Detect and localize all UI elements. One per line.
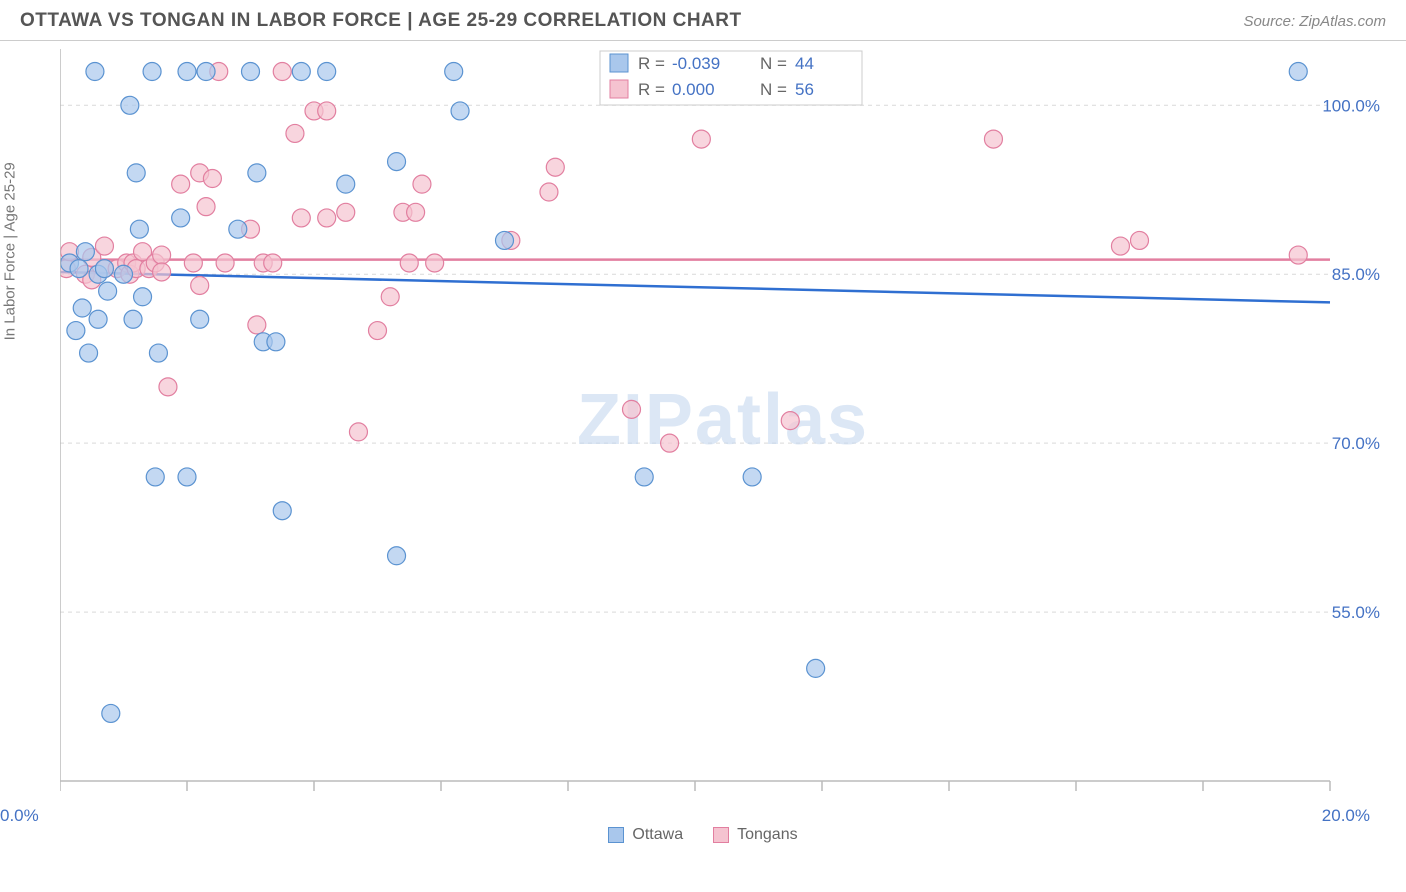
x-tick-label: 0.0% [0,806,39,826]
svg-text:ZIPatlas: ZIPatlas [577,380,869,460]
svg-text:44: 44 [795,54,814,73]
x-tick-label: 20.0% [1322,806,1370,826]
svg-text:N =: N = [760,54,787,73]
svg-text:85.0%: 85.0% [1332,265,1380,284]
chart-source: Source: ZipAtlas.com [1243,13,1386,30]
legend-swatch [608,827,624,843]
legend-item: Tongans [713,826,798,844]
scatter-chart: ZIPatlas 100.0% 85.0% 70.0% 55.0% R = -0.039 N … [60,41,1386,801]
legend-item: Ottawa [608,826,683,844]
svg-text:R =: R = [638,80,665,99]
chart-container: In Labor Force | Age 25-29 ZIPatlas 100.0… [0,41,1406,801]
svg-text:100.0%: 100.0% [1322,96,1380,115]
svg-text:R =: R = [638,54,665,73]
svg-text:55.0%: 55.0% [1332,603,1380,622]
chart-title: OTTAWA VS TONGAN IN LABOR FORCE | AGE 25… [20,10,742,32]
svg-text:N =: N = [760,80,787,99]
bottom-legend: Ottawa Tongans [0,826,1406,844]
chart-header: OTTAWA VS TONGAN IN LABOR FORCE | AGE 25… [0,0,1406,41]
y-axis-label: In Labor Force | Age 25-29 [2,162,19,340]
legend-label: Tongans [737,826,798,844]
x-axis-labels: 0.0% 20.0% [0,801,1406,826]
svg-text:-0.039: -0.039 [672,54,720,73]
legend-label: Ottawa [632,826,683,844]
svg-text:70.0%: 70.0% [1332,434,1380,453]
svg-text:0.000: 0.000 [672,80,715,99]
svg-text:56: 56 [795,80,814,99]
legend-swatch [713,827,729,843]
